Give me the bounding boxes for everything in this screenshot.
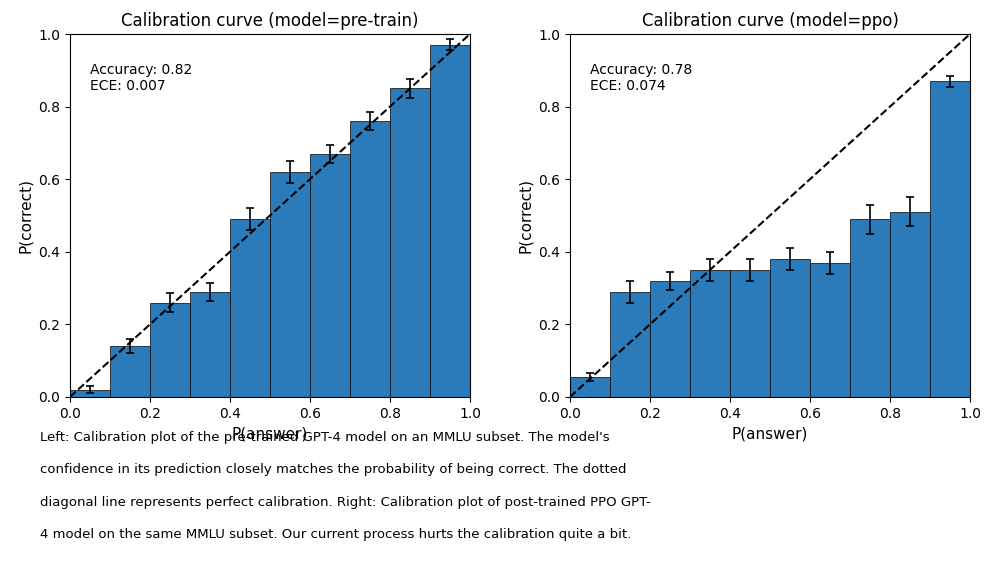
Text: Accuracy: 0.82
ECE: 0.007: Accuracy: 0.82 ECE: 0.007 (90, 63, 192, 93)
Bar (930, 81, 970, 397)
Bar (190, 291, 230, 397)
Bar (770, 259, 810, 397)
Text: diagonal line represents perfect calibration. Right: Calibration plot of post-tr: diagonal line represents perfect calibra… (40, 496, 651, 509)
Bar (810, 263, 850, 397)
Y-axis label: P(correct): P(correct) (518, 178, 533, 253)
Text: 4 model on the same MMLU subset. Our current process hurts the calibration quite: 4 model on the same MMLU subset. Our cur… (40, 528, 631, 541)
Text: confidence in its prediction closely matches the probability of being correct. T: confidence in its prediction closely mat… (40, 463, 626, 476)
Bar (430, 45, 470, 397)
Bar (890, 212, 930, 397)
Bar (70, 390, 110, 397)
Bar (850, 219, 890, 397)
Bar (610, 291, 650, 397)
Y-axis label: P(correct): P(correct) (18, 178, 33, 253)
Bar (350, 121, 390, 397)
Bar (270, 172, 310, 397)
Bar (570, 377, 610, 397)
Bar (690, 270, 730, 397)
Text: Left: Calibration plot of the pre-trained GPT-4 model on an MMLU subset. The mod: Left: Calibration plot of the pre-traine… (40, 431, 610, 444)
Bar (390, 88, 430, 397)
Bar (150, 303, 190, 397)
Bar (310, 154, 350, 397)
Text: Accuracy: 0.78
ECE: 0.074: Accuracy: 0.78 ECE: 0.074 (590, 63, 692, 93)
X-axis label: P(answer): P(answer) (232, 426, 308, 441)
Bar (730, 270, 770, 397)
Bar (230, 219, 270, 397)
Title: Calibration curve (model=pre-train): Calibration curve (model=pre-train) (121, 12, 419, 29)
Bar (110, 346, 150, 397)
X-axis label: P(answer): P(answer) (732, 426, 808, 441)
Title: Calibration curve (model=ppo): Calibration curve (model=ppo) (642, 12, 898, 29)
Bar (650, 281, 690, 397)
